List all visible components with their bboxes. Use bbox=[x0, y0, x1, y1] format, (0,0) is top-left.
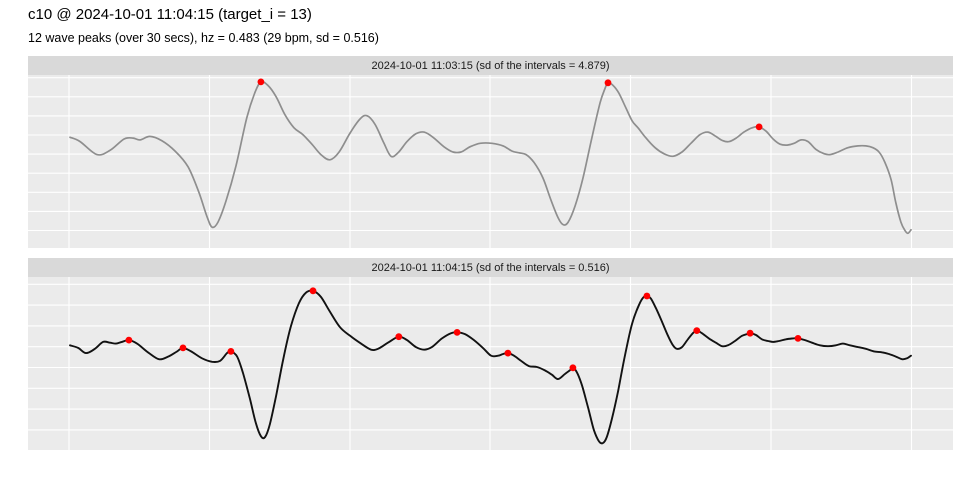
peak-marker-dot bbox=[643, 292, 651, 300]
peak-marker-dot bbox=[504, 349, 512, 357]
peak-marker-dot bbox=[569, 364, 577, 372]
peak-marker-dot bbox=[794, 335, 802, 342]
facet-strip-label-1103: 2024-10-01 11:03:15 (sd of the intervals… bbox=[371, 59, 610, 72]
facet-strip-1104: 2024-10-01 11:04:15 (sd of the intervals… bbox=[28, 258, 953, 277]
peak-marker-dot bbox=[693, 327, 701, 334]
facet-plot-area-1103 bbox=[28, 75, 953, 248]
plot-title: c10 @ 2024-10-01 11:04:15 (target_i = 13… bbox=[28, 6, 312, 23]
facet-plot-area-1104 bbox=[28, 277, 953, 450]
peak-marker-dot bbox=[755, 123, 763, 131]
peak-marker-dot bbox=[746, 329, 754, 337]
peak-marker-dot bbox=[227, 348, 235, 355]
wave-plot-1104 bbox=[28, 277, 953, 450]
plot-subtitle: 12 wave peaks (over 30 secs), hz = 0.483… bbox=[28, 31, 379, 45]
peak-marker-dot bbox=[179, 344, 187, 352]
wave-plot-1103 bbox=[28, 75, 953, 248]
peak-marker-dot bbox=[395, 333, 403, 341]
peak-marker-dot bbox=[453, 329, 461, 336]
wave-line bbox=[69, 80, 912, 235]
facet-strip-1103: 2024-10-01 11:03:15 (sd of the intervals… bbox=[28, 56, 953, 75]
facet-strip-label-1104: 2024-10-01 11:04:15 (sd of the intervals… bbox=[371, 261, 610, 274]
peak-marker-dot bbox=[309, 287, 317, 295]
peak-marker-dot bbox=[604, 79, 612, 87]
peak-marker-dot bbox=[257, 78, 265, 86]
peak-marker-dot bbox=[125, 336, 133, 344]
